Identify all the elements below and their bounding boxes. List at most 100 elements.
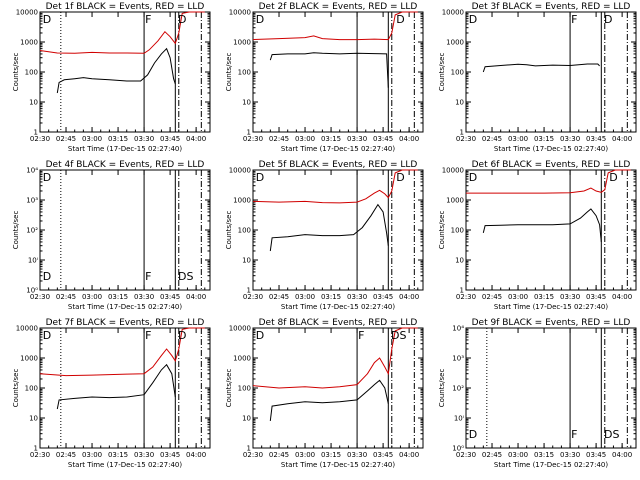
detector-panel: Det 7f BLACK = Events, RED = LLD Counts/s… — [12, 318, 211, 469]
x-tick-label: 03:45 — [160, 135, 180, 143]
x-tick-label: 02:30 — [456, 451, 476, 459]
event-marker-label: F — [145, 13, 151, 26]
event-marker-label: D — [178, 329, 186, 342]
lld-series-line — [39, 327, 205, 377]
x-tick-label: 02:45 — [56, 451, 76, 459]
y-tick-label: 10 — [29, 99, 38, 107]
y-axis-label: Counts/sec — [12, 53, 20, 92]
events-series-line — [56, 363, 176, 410]
y-tick-label: 10 — [29, 415, 38, 423]
x-tick-label: 04:00 — [186, 293, 206, 301]
y-tick-label: 100 — [238, 69, 251, 77]
events-series-line — [269, 203, 389, 252]
y-tick-label: 100 — [25, 385, 38, 393]
x-tick-label: 03:30 — [134, 135, 154, 143]
x-axis-label: Start Time (17-Dec-15 02:27:40) — [281, 461, 395, 469]
x-tick-label: 04:00 — [186, 451, 206, 459]
y-tick-label: 10² — [26, 227, 38, 235]
x-tick-label: 03:15 — [534, 451, 554, 459]
y-tick-label: 1 — [460, 129, 464, 137]
panel-title: Det 8f BLACK = Events, RED = LLD — [259, 318, 418, 328]
event-marker-label: D — [256, 13, 264, 26]
x-tick-label: 03:45 — [373, 135, 393, 143]
x-tick-label: 02:45 — [56, 293, 76, 301]
lld-series-line — [39, 11, 205, 54]
x-tick-label: 03:00 — [295, 135, 315, 143]
y-axis-label: Counts/sec — [225, 53, 233, 92]
x-tick-label: 02:45 — [269, 293, 289, 301]
event-marker-label: D — [43, 13, 51, 26]
y-tick-label: 10000 — [229, 9, 251, 17]
x-tick-label: 02:45 — [482, 451, 502, 459]
x-tick-label: 02:30 — [30, 451, 50, 459]
event-marker-label: D — [43, 329, 51, 342]
x-tick-label: 04:00 — [186, 135, 206, 143]
event-marker-label: D — [256, 171, 264, 184]
detector-panel: Det 9f BLACK = Events, RED = LLD Counts/s… — [438, 318, 637, 469]
x-tick-label: 03:00 — [82, 451, 102, 459]
events-series-line — [269, 52, 389, 88]
event-marker-label: F — [145, 270, 151, 283]
lld-series-line — [252, 11, 418, 41]
y-tick-label: 1 — [247, 287, 251, 295]
x-tick-label: 02:30 — [456, 135, 476, 143]
x-tick-label: 03:00 — [295, 451, 315, 459]
y-tick-label: 100 — [25, 69, 38, 77]
event-marker-label: D — [43, 270, 51, 283]
y-tick-label: 10 — [455, 99, 464, 107]
x-tick-label: 03:45 — [586, 135, 606, 143]
x-tick-label: 03:30 — [560, 451, 580, 459]
y-tick-label: 10000 — [16, 9, 38, 17]
x-tick-label: 03:30 — [134, 451, 154, 459]
x-axis-label: Start Time (17-Dec-15 02:27:40) — [281, 303, 395, 311]
y-tick-label: 10⁰ — [452, 445, 464, 453]
x-tick-label: 03:30 — [347, 293, 367, 301]
y-tick-label: 10³ — [452, 355, 464, 363]
y-tick-label: 10⁰ — [26, 287, 38, 295]
plot-frame — [39, 327, 211, 449]
detector-panel: Det 1f BLACK = Events, RED = LLD Counts/s… — [12, 2, 211, 153]
event-marker-label: D — [469, 13, 477, 26]
y-tick-label: 1000 — [20, 355, 38, 363]
event-marker-label: D — [396, 13, 404, 26]
y-tick-label: 10² — [452, 385, 464, 393]
x-axis-label: Start Time (17-Dec-15 02:27:40) — [68, 303, 182, 311]
y-tick-label: 1 — [34, 129, 38, 137]
y-axis-label: Counts/sec — [438, 369, 446, 408]
x-tick-label: 02:30 — [30, 135, 50, 143]
panel-title: Det 6f BLACK = Events, RED = LLD — [472, 160, 631, 170]
x-tick-label: 03:15 — [534, 293, 554, 301]
y-tick-label: 10 — [242, 257, 251, 265]
events-series-line — [269, 379, 389, 421]
y-tick-label: 1000 — [233, 39, 251, 47]
panel-title: Det 1f BLACK = Events, RED = LLD — [46, 2, 205, 12]
x-tick-label: 03:30 — [560, 135, 580, 143]
y-tick-label: 10000 — [442, 9, 464, 17]
y-tick-label: 10 — [455, 257, 464, 265]
x-tick-label: 03:45 — [160, 293, 180, 301]
y-tick-label: 10000 — [229, 167, 251, 175]
panel-title: Det 7f BLACK = Events, RED = LLD — [46, 318, 205, 328]
x-tick-label: 04:00 — [399, 451, 419, 459]
panel-title: Det 5f BLACK = Events, RED = LLD — [259, 160, 418, 170]
detector-panel: Det 6f BLACK = Events, RED = LLD Counts/s… — [438, 160, 637, 311]
y-tick-label: 100 — [451, 227, 464, 235]
x-tick-label: 02:45 — [482, 135, 502, 143]
y-tick-label: 10⁴ — [26, 167, 38, 175]
event-marker-label: D — [178, 13, 186, 26]
x-axis-label: Start Time (17-Dec-15 02:27:40) — [494, 303, 608, 311]
x-tick-label: 03:45 — [373, 293, 393, 301]
x-tick-label: 03:30 — [560, 293, 580, 301]
y-tick-label: 100 — [238, 385, 251, 393]
x-axis-label: Start Time (17-Dec-15 02:27:40) — [68, 461, 182, 469]
x-tick-label: 03:45 — [586, 451, 606, 459]
x-tick-label: 03:00 — [508, 135, 528, 143]
x-tick-label: 03:15 — [108, 135, 128, 143]
y-tick-label: 100 — [451, 69, 464, 77]
y-tick-label: 100 — [238, 227, 251, 235]
y-axis-label: Counts/sec — [12, 369, 20, 408]
x-tick-label: 03:15 — [321, 293, 341, 301]
event-marker-label: D — [604, 13, 612, 26]
plot-frame — [39, 11, 211, 133]
